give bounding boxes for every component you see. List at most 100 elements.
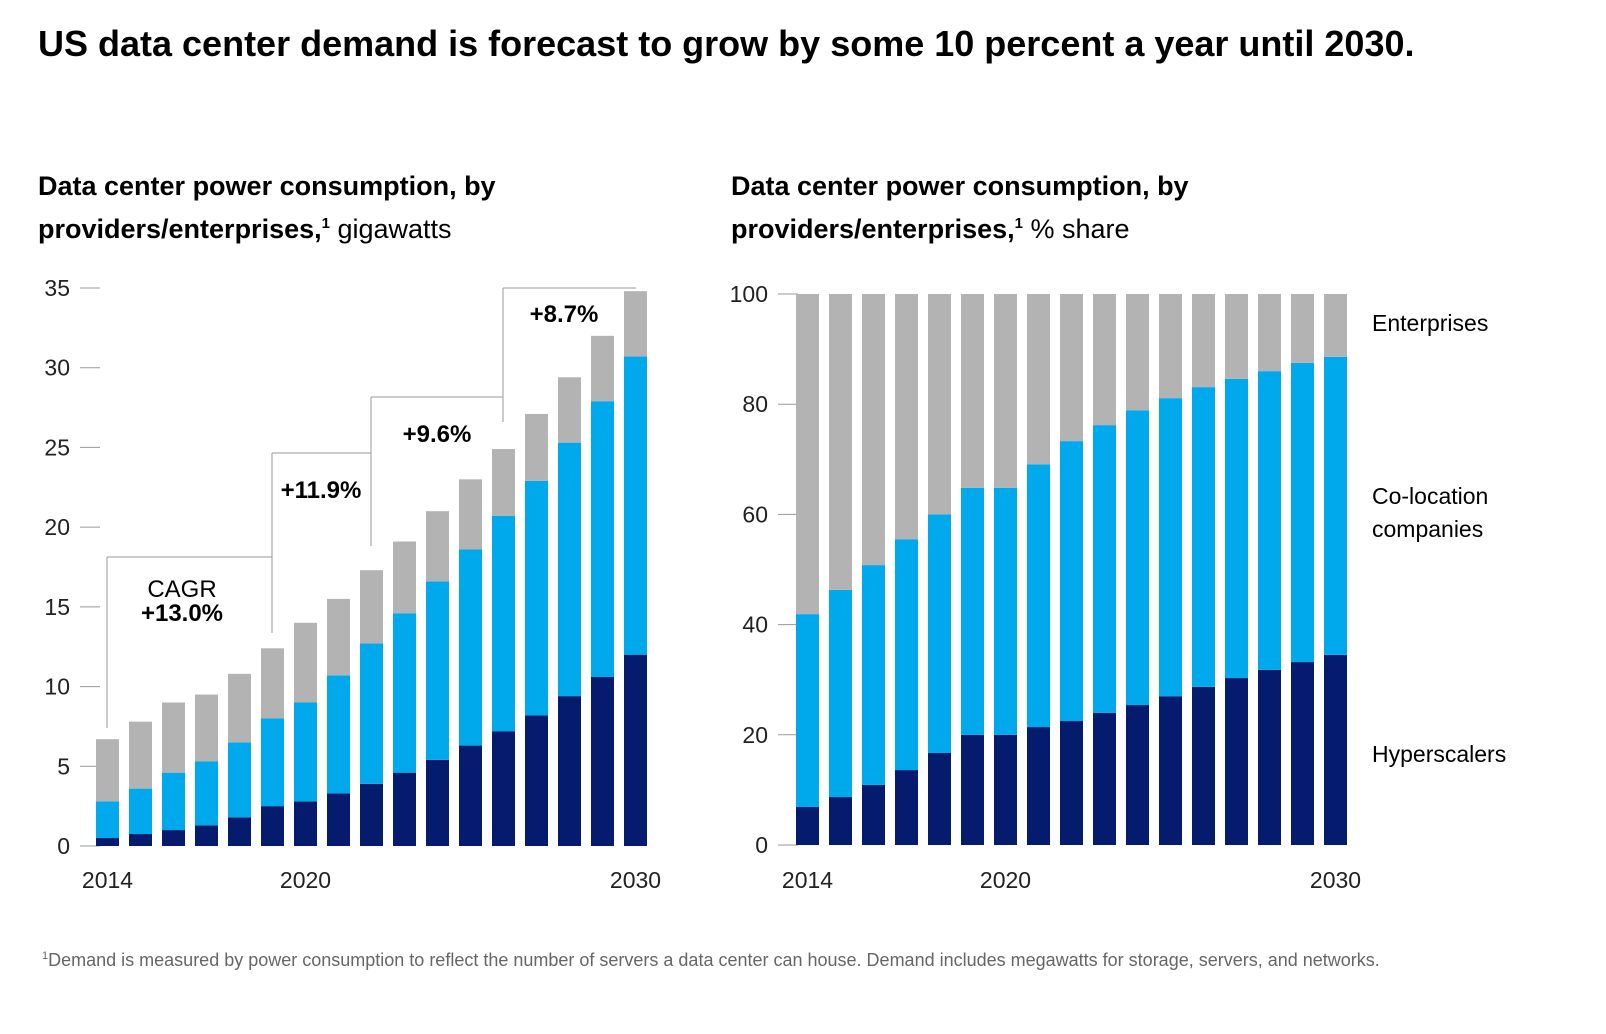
bar-colocation-2024 <box>1126 410 1149 706</box>
bar-enterprises-2017 <box>195 694 218 762</box>
bar-hyperscalers-2027 <box>525 715 548 846</box>
bar-hyperscalers-2025 <box>1159 696 1182 845</box>
bar-hyperscalers-2024 <box>1126 705 1149 845</box>
bar-enterprises-2023 <box>393 541 416 614</box>
y-tick-label: 0 <box>57 833 70 859</box>
y-tick-label: 5 <box>57 753 70 779</box>
bar-colocation-2025 <box>1159 398 1182 697</box>
bar-hyperscalers-2023 <box>393 772 416 846</box>
bar-hyperscalers-2026 <box>492 731 515 846</box>
bar-colocation-2026 <box>1192 387 1215 687</box>
bar-enterprises-2015 <box>129 721 152 789</box>
x-tick-label: 2020 <box>280 867 331 893</box>
bar-enterprises-2020 <box>994 294 1017 488</box>
bar-colocation-2027 <box>525 480 548 716</box>
bar-hyperscalers-2022 <box>1060 721 1083 845</box>
bar-colocation-2019 <box>961 487 984 735</box>
x-tick-label: 2020 <box>980 867 1031 893</box>
bar-enterprises-2017 <box>895 294 918 540</box>
footnote-marker: 1 <box>321 215 330 232</box>
bar-enterprises-2026 <box>492 449 515 516</box>
bar-colocation-2014 <box>96 801 119 839</box>
footnote: 1Demand is measured by power consumption… <box>42 944 1482 972</box>
bar-enterprises-2024 <box>1126 294 1149 411</box>
bar-colocation-2023 <box>1093 425 1116 713</box>
bar-colocation-2018 <box>928 514 951 753</box>
legend-colocation-line1: Co-location <box>1372 483 1488 509</box>
y-tick-label: 25 <box>44 434 70 460</box>
bar-colocation-2016 <box>862 565 885 785</box>
right-chart-title: Data center power consumption, by provid… <box>731 168 1291 248</box>
bar-colocation-2014 <box>796 614 819 807</box>
bar-enterprises-2029 <box>591 335 614 402</box>
bar-colocation-2027 <box>1225 378 1248 679</box>
bar-colocation-2022 <box>360 643 383 784</box>
bar-hyperscalers-2020 <box>294 801 317 846</box>
left-chart-title-text: Data center power consumption, by provid… <box>38 171 496 244</box>
bar-enterprises-2028 <box>1258 294 1281 372</box>
bar-colocation-2030 <box>624 356 647 655</box>
cagr-label: +8.7% <box>530 301 599 328</box>
bar-colocation-2021 <box>1027 464 1050 728</box>
y-tick-label: 20 <box>742 722 768 748</box>
y-tick-label: 100 <box>730 281 768 307</box>
y-tick-label: 60 <box>742 501 768 527</box>
bar-enterprises-2019 <box>961 294 984 488</box>
bar-hyperscalers-2016 <box>162 830 185 846</box>
bar-hyperscalers-2029 <box>1291 662 1314 845</box>
bar-enterprises-2022 <box>360 570 383 644</box>
bar-enterprises-2028 <box>558 377 581 443</box>
left-chart-title: Data center power consumption, by provid… <box>38 168 598 248</box>
bar-enterprises-2016 <box>862 294 885 566</box>
bar-hyperscalers-2024 <box>426 759 449 846</box>
bar-hyperscalers-2030 <box>1324 654 1347 845</box>
bar-colocation-2015 <box>829 589 852 798</box>
bar-hyperscalers-2015 <box>829 797 852 845</box>
bar-colocation-2020 <box>294 702 317 802</box>
bar-hyperscalers-2019 <box>261 806 284 846</box>
bar-colocation-2029 <box>591 401 614 678</box>
bar-enterprises-2015 <box>829 294 852 590</box>
page-title: US data center demand is forecast to gro… <box>38 23 1415 64</box>
y-tick-label: 40 <box>742 612 768 638</box>
bar-enterprises-2029 <box>1291 294 1314 363</box>
bar-hyperscalers-2018 <box>228 817 251 846</box>
cagr-label: +13.0% <box>141 600 223 627</box>
bar-hyperscalers-2023 <box>1093 712 1116 845</box>
bar-hyperscalers-2026 <box>1192 686 1215 845</box>
footnote-marker: 1 <box>1014 215 1023 232</box>
bar-enterprises-2019 <box>261 648 284 719</box>
bar-colocation-2022 <box>1060 441 1083 722</box>
legend-hyperscalers: Hyperscalers <box>1372 741 1506 767</box>
y-tick-label: 35 <box>44 275 70 301</box>
bar-colocation-2017 <box>195 761 218 826</box>
bar-enterprises-2021 <box>1027 294 1050 465</box>
bar-colocation-2015 <box>129 788 152 835</box>
bar-hyperscalers-2027 <box>1225 678 1248 845</box>
bar-colocation-2023 <box>393 613 416 773</box>
bar-colocation-2025 <box>459 549 482 746</box>
bar-hyperscalers-2022 <box>360 783 383 846</box>
y-tick-label: 80 <box>742 391 768 417</box>
bar-enterprises-2027 <box>525 413 548 481</box>
bar-colocation-2020 <box>994 487 1017 735</box>
x-tick-label: 2030 <box>1310 867 1361 893</box>
bar-hyperscalers-2025 <box>459 745 482 846</box>
bar-enterprises-2025 <box>1159 294 1182 399</box>
bar-colocation-2018 <box>228 742 251 818</box>
bar-hyperscalers-2014 <box>96 838 119 846</box>
bar-colocation-2028 <box>1258 371 1281 670</box>
cagr-label: +11.9% <box>281 477 362 504</box>
bar-enterprises-2030 <box>624 291 647 357</box>
bar-enterprises-2021 <box>327 598 350 676</box>
bar-hyperscalers-2021 <box>1027 727 1050 845</box>
bar-colocation-2026 <box>492 515 515 732</box>
bar-enterprises-2027 <box>1225 294 1248 379</box>
bar-enterprises-2014 <box>96 739 119 802</box>
bar-enterprises-2030 <box>1324 294 1347 357</box>
footnote-marker: 1 <box>42 950 49 962</box>
bar-enterprises-2025 <box>459 479 482 550</box>
bar-enterprises-2018 <box>928 294 951 515</box>
bar-colocation-2028 <box>558 442 581 697</box>
